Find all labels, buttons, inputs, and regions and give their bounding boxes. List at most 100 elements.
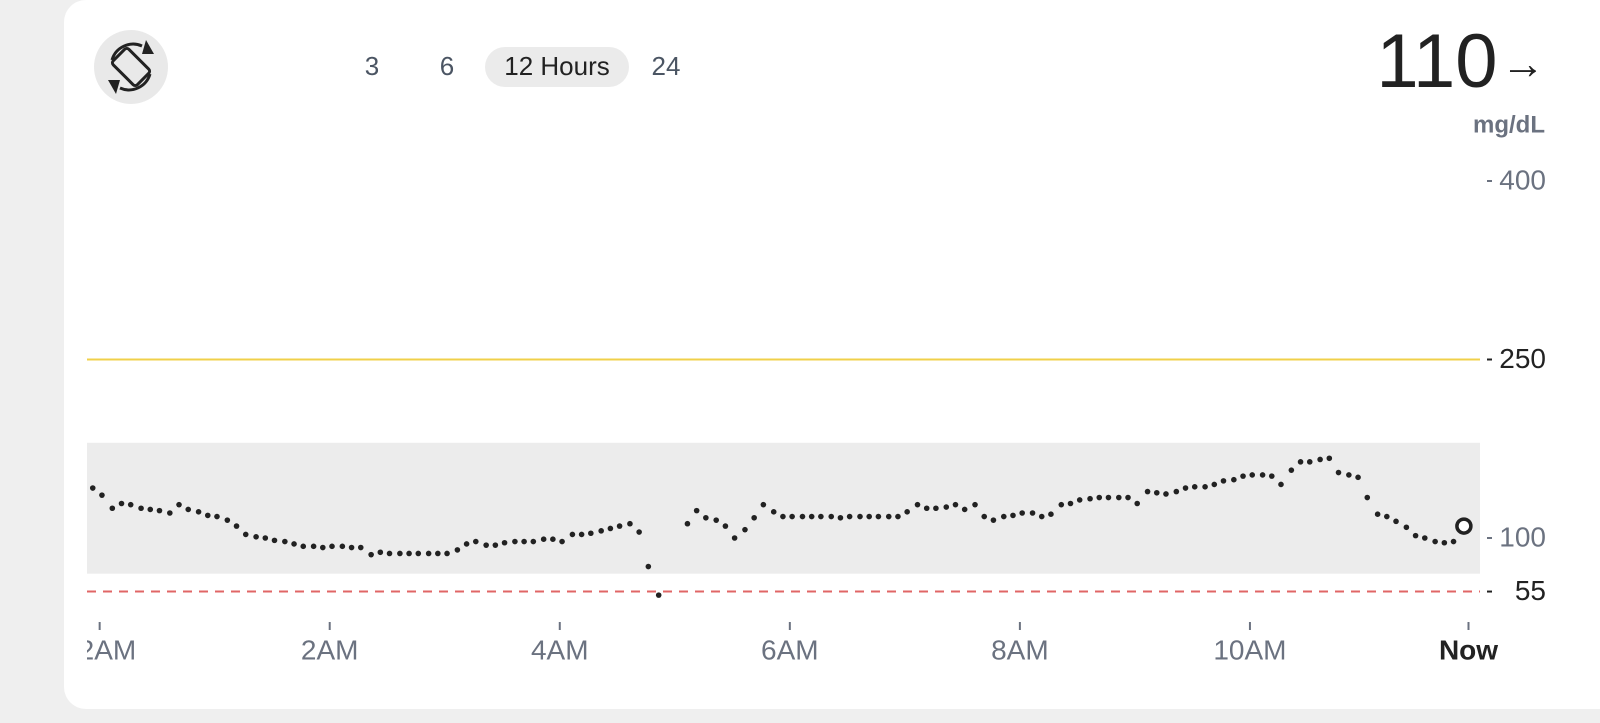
reading-dot [1067, 500, 1074, 507]
reading-dot [1249, 472, 1256, 478]
reading-dot [138, 505, 144, 512]
reading-dot [176, 501, 182, 508]
reading-dot [1355, 474, 1361, 481]
reading-dot [1231, 476, 1237, 483]
y-tick-label: 250 [1499, 343, 1546, 374]
reading-dot [1441, 539, 1448, 546]
reading-dot [492, 542, 499, 548]
reading-dot [990, 517, 997, 523]
reading-dot [1182, 485, 1189, 491]
reading-dot [684, 520, 691, 527]
y-tick-label: 55 [1515, 575, 1546, 606]
reading-dot [933, 505, 939, 512]
reading-dot [731, 535, 738, 541]
reading-dot [713, 517, 720, 523]
reading-dot [463, 541, 470, 547]
reading-dot [846, 513, 853, 520]
reading-dot [616, 523, 623, 529]
reading-dot [233, 523, 240, 529]
y-tick-label: 400 [1499, 164, 1546, 195]
reading-dot [1010, 512, 1016, 519]
reading-dot [127, 501, 134, 508]
reading-dot [799, 513, 806, 520]
reading-dot [1076, 497, 1083, 503]
reading-dot [550, 536, 556, 542]
reading-dot [1288, 467, 1295, 473]
reading-dot [981, 513, 988, 520]
reading-dot [1105, 494, 1112, 501]
reading-dot [751, 514, 757, 521]
x-tick-label: Now [1439, 634, 1498, 665]
reading-dot [521, 538, 527, 545]
reading-dot [952, 501, 959, 508]
x-tick-label: 8AM [991, 634, 1049, 665]
reading-dot [512, 538, 518, 545]
reading-dot [1144, 488, 1151, 495]
reading-dot [397, 550, 403, 557]
range-label: 24 [652, 51, 681, 81]
reading-dot [339, 543, 346, 550]
reading-dot [961, 506, 968, 513]
reading-dot [904, 509, 910, 515]
range-option[interactable]: 6 [440, 51, 454, 81]
reading-dot [1432, 538, 1438, 545]
x-tick-label: 4AM [531, 634, 589, 665]
reading-dot [501, 539, 508, 546]
reading-dot [1335, 469, 1342, 476]
reading-dot [1268, 473, 1275, 479]
reading-dot [435, 550, 441, 557]
reading-dot [271, 537, 278, 544]
reading-dot [1278, 481, 1284, 488]
reading-dot [627, 520, 633, 527]
range-label: 12 Hours [504, 51, 610, 81]
reading-dot [291, 541, 297, 547]
reading-dot [1000, 513, 1007, 520]
reading-dot [99, 492, 105, 498]
reading-dot [857, 513, 863, 520]
reading-dot [530, 538, 537, 545]
reading-dot [770, 509, 777, 515]
reading-dot [1029, 510, 1036, 516]
x-tick-label: 10AM [1213, 634, 1286, 665]
reading-dot [483, 542, 489, 548]
reading-dot [406, 550, 412, 557]
reading-dot [636, 529, 642, 535]
reading-dot [1306, 459, 1313, 465]
x-tick-label: 2AM [301, 634, 359, 665]
reading-dot [1384, 513, 1390, 520]
x-axis: 12AM 2AM 4AM 6AM 8AM 10AM Now [87, 622, 1498, 665]
reading-dot [540, 536, 547, 542]
reading-dot [1346, 472, 1352, 478]
reading-dot [1048, 511, 1054, 517]
reading-dot [1153, 489, 1160, 496]
reading-dot [645, 563, 652, 570]
reading-dot [760, 501, 767, 508]
range-label: 3 [365, 51, 379, 81]
reading-dot [1412, 532, 1419, 539]
reading-dot [1317, 456, 1323, 463]
reading-dot [1220, 478, 1227, 484]
reading-dot [118, 500, 125, 507]
reading-dot [895, 513, 901, 520]
reading-dot [320, 544, 326, 551]
reading-dot [214, 513, 220, 520]
reading-dot [357, 544, 364, 551]
rotate-button[interactable] [94, 30, 168, 104]
reading-dot [1450, 538, 1457, 545]
range-option[interactable]: 12 Hours [485, 47, 629, 87]
reading-dot [300, 543, 307, 550]
reading-dot [828, 513, 835, 520]
reading-dot [866, 513, 872, 520]
range-label: 6 [440, 51, 454, 81]
reading-dot [1116, 494, 1122, 501]
reading-dot [1163, 491, 1169, 497]
reading-dot [185, 506, 192, 513]
reading-dot [1038, 513, 1045, 520]
reading-dot [943, 504, 950, 510]
reading-dot [742, 526, 748, 533]
reading-dot [1364, 494, 1371, 501]
range-option[interactable]: 24 [652, 51, 681, 81]
range-option[interactable]: 3 [365, 51, 379, 81]
reading-dot [147, 506, 154, 513]
